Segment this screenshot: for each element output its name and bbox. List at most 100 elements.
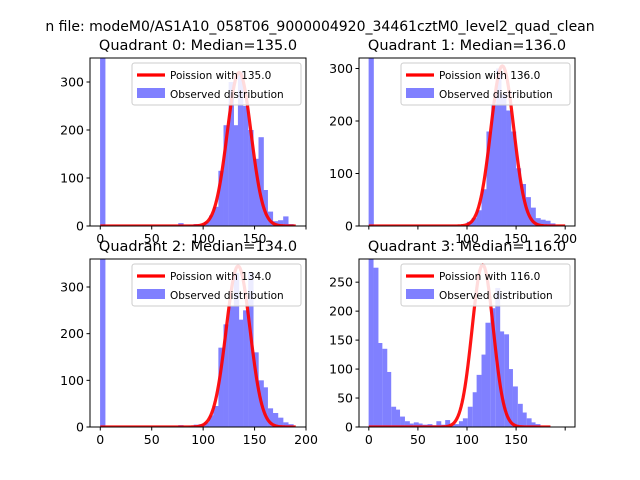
- histogram-bar: [476, 374, 482, 427]
- histogram-bar: [521, 412, 527, 427]
- y-tick-label: 0: [345, 219, 353, 234]
- poisson-fit-line: [368, 64, 566, 226]
- histogram-bar: [508, 369, 513, 427]
- legend-box: [131, 263, 302, 307]
- axes-frame: [89, 57, 307, 227]
- legend-fit-label: Poission with 135.0: [170, 70, 271, 82]
- histogram-bar: [267, 408, 274, 427]
- y-tick-label: 0: [76, 219, 84, 234]
- x-tick-label: 0: [96, 231, 104, 246]
- quadrant-title: Quadrant 2: Median=134.0: [99, 239, 297, 255]
- histogram-bar: [283, 422, 289, 427]
- y-tick-label: 200: [329, 114, 353, 129]
- y-tick-label: 100: [329, 362, 353, 377]
- legend-box: [400, 62, 571, 106]
- histogram-bar: [520, 184, 527, 226]
- plot-area: [368, 259, 552, 427]
- histogram-bar: [445, 420, 451, 427]
- histogram-bar: [228, 305, 234, 427]
- histogram-bar: [504, 334, 510, 427]
- histogram-bar: [368, 259, 374, 427]
- y-tick-label: 50: [337, 391, 353, 406]
- histogram-bar: [248, 273, 254, 427]
- histogram-bar: [262, 387, 268, 427]
- legend-fit-label: Poission with 134.0: [170, 271, 271, 283]
- quadrant-title: Quadrant 1: Median=136.0: [368, 38, 566, 54]
- x-tick-label: 50: [144, 432, 160, 447]
- quadrant-panels: 0 50 100 150 0 100 200 300 Poission with 135.0 Ob…: [60, 38, 577, 447]
- histogram-bar: [382, 348, 388, 427]
- histogram-bar: [228, 82, 234, 226]
- histogram-bar: [491, 105, 497, 226]
- y-tick-label: 250: [329, 275, 353, 290]
- histogram-bar: [413, 422, 419, 427]
- histogram-bar: [506, 110, 512, 226]
- histogram-bar: [535, 218, 541, 226]
- quadrant-1-panel: 100 150 200 0 100 200 300 Poission with 136.0 Ob…: [329, 38, 577, 246]
- histogram-bar: [248, 130, 254, 226]
- legend-observed-label: Observed distribution: [170, 89, 284, 101]
- figure-suptitle: n file: modeM0/AS1A10_058T06_9000004920_…: [45, 19, 594, 35]
- histogram-bar: [203, 422, 210, 427]
- histogram-bar: [515, 168, 522, 226]
- x-tick-label: 100: [455, 432, 479, 447]
- x-tick-label: 100: [191, 432, 215, 447]
- histogram-bar: [253, 158, 259, 226]
- quadrant-2-panel: 0 50 100 150 200 0 100 200 300 Poission with 134.…: [60, 239, 318, 447]
- x-tick-label: 200: [294, 432, 318, 447]
- x-tick-label: 50: [410, 432, 426, 447]
- histogram-bar: [233, 125, 240, 226]
- histogram-bar: [490, 308, 496, 427]
- histogram-bar: [386, 371, 392, 427]
- histogram-bar: [476, 210, 482, 226]
- histogram-bar: [496, 68, 502, 226]
- histogram-bar: [501, 94, 507, 226]
- y-tick-label: 0: [76, 420, 84, 435]
- histogram-bar: [408, 423, 414, 427]
- histogram-bar: [377, 343, 383, 427]
- histogram-bar: [100, 58, 106, 226]
- histogram-bar: [400, 416, 405, 427]
- y-tick-label: 300: [329, 61, 353, 76]
- legend: Poission with 134.0 Observed distribution: [131, 263, 302, 307]
- legend-observed-swatch: [137, 88, 165, 98]
- histogram-bar: [213, 406, 219, 427]
- x-tick-label: 0: [96, 432, 104, 447]
- histogram-bar: [272, 413, 279, 427]
- x-tick-label: 100: [191, 231, 215, 246]
- histogram-bar: [540, 219, 546, 226]
- histogram-bar: [258, 137, 264, 226]
- histogram-bar: [499, 331, 505, 427]
- legend-observed-label: Observed distribution: [439, 290, 553, 302]
- legend-box: [131, 62, 302, 106]
- x-tick-label: 150: [504, 432, 528, 447]
- x-tick-label: 150: [243, 231, 267, 246]
- plot-area: [368, 58, 566, 226]
- y-tick-label: 100: [60, 373, 84, 388]
- y-tick-label: 300: [60, 280, 84, 295]
- histogram-bar: [458, 421, 464, 427]
- x-tick-label: 100: [455, 231, 479, 246]
- histogram-bar: [223, 125, 229, 226]
- legend-box: [400, 263, 571, 307]
- legend-fit-label: Poission with 136.0: [439, 70, 540, 82]
- histogram-bar: [512, 386, 518, 427]
- histogram-bar: [471, 218, 477, 226]
- histogram-bar: [283, 216, 289, 226]
- x-tick-label: 0: [365, 432, 373, 447]
- histogram-bar: [510, 131, 517, 226]
- x-tick-label: 50: [144, 231, 160, 246]
- poisson-fit-line: [99, 264, 297, 427]
- histogram-bar: [395, 409, 401, 427]
- histogram-bar: [404, 421, 410, 427]
- axes-frame: [89, 258, 307, 428]
- histogram-bar: [233, 273, 240, 427]
- histogram-bar: [373, 267, 379, 427]
- histogram-bar: [472, 392, 478, 427]
- y-tick-label: 200: [60, 123, 84, 138]
- histogram-bar: [100, 259, 106, 427]
- quadrant-3-panel: 0 50 100 150 0 50 100 150 200 250 Poission with 11…: [329, 239, 576, 447]
- histogram-bar: [218, 170, 224, 226]
- legend-observed-swatch: [137, 289, 165, 299]
